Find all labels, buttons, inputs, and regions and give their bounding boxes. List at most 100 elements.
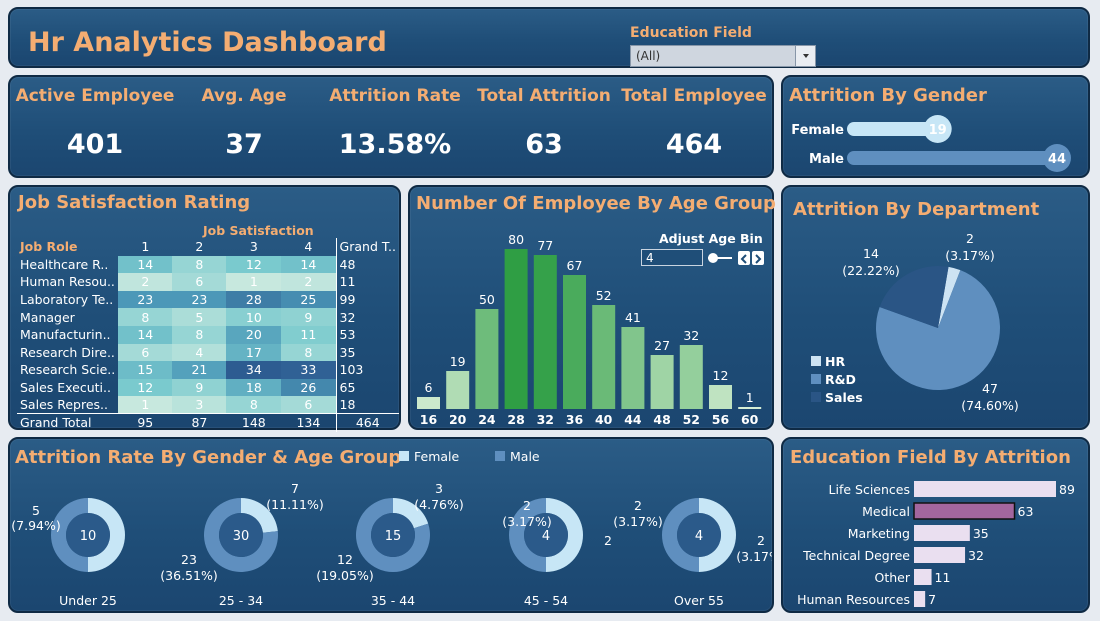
heatmap-cell: 12 [118,378,173,397]
age-bin-increment-icon[interactable] [752,251,764,265]
donut-total-under-25: 10 [80,529,97,544]
heatmap-cell: 12 [226,255,282,274]
table-header-row: Job Role 1 2 3 4 Grand T.. [17,238,399,256]
row-total: 53 [335,325,399,344]
job-satisfaction-super-header: Job Satisfaction [203,223,314,238]
donut-female-35-44 [393,498,429,529]
edu-value-human-resources: 7 [928,592,936,607]
age-bar-40 [592,305,616,409]
gender-value-female: 19 [929,123,947,138]
row-total: 35 [335,343,399,362]
heatmap-cell: 25 [281,290,337,309]
column-header-3: 3 [249,239,258,255]
legend-swatch-hr [811,356,821,366]
gender-panel: Attrition By Gender Female 19 Male 44 [781,75,1090,178]
donut-male-35-44 [356,498,430,572]
gender-bubble-female [923,115,952,143]
education-field-dropdown[interactable]: (All) [630,45,816,67]
row-total: 103 [335,361,399,379]
age-bar-28 [504,249,528,409]
pie-slice-r-d [876,270,1000,390]
heatmap-cell: 14 [118,325,173,344]
education-bar-chart: Life Sciences 89 Medical 63 Marketing 35 Techn… [797,481,1075,607]
gender-bar-chart: Female 19 Male 44 [791,115,1071,172]
column-total: 148 [226,413,282,432]
row-total: 48 [335,255,399,274]
age-tick-16: 16 [420,412,438,427]
row-total: 99 [335,290,399,309]
age-tick-40: 40 [595,412,613,427]
age-group-bar-chart: 6161920502480287732673652404144274832521… [417,232,762,427]
age-bar-value-28: 80 [508,232,524,247]
heatmap-cell: 9 [172,378,227,397]
legend-swatch-r-d [811,374,821,384]
gender-label-male: Male [809,152,844,167]
pie-slice-hr [938,266,961,328]
donut-total-45-54: 4 [542,529,550,544]
gender-chart-title: Attrition By Gender [789,85,987,106]
chevron-down-icon[interactable] [795,46,815,66]
table-row: Healthcare R.. 14 8 12 14 48 [17,255,399,274]
row-total: 18 [335,396,399,414]
gender-bar-female [847,122,938,136]
table-row: Manager 8 5 10 9 32 [17,308,399,326]
donut-group-label-35-44: 35 - 44 [371,593,415,608]
age-bar-24 [475,309,499,409]
age-bar-32 [533,255,557,409]
donut-male-pct-over-55: (3.17%) [736,549,772,564]
donut-panel: Attrition Rate By Gender & Age Group Fem… [8,437,774,613]
heatmap-cell: 33 [281,361,337,379]
age-tick-28: 28 [507,412,524,427]
age-bin-slider[interactable] [706,251,736,265]
age-bar-36 [563,275,586,409]
kpi-total-attrition-value: 63 [525,129,563,160]
row-label: Healthcare R.. [20,256,109,272]
donut-hole-25-34 [219,513,263,557]
edu-label-life-sciences: Life Sciences [829,482,910,497]
grand-total-label: Grand Total [17,413,119,432]
age-tick-20: 20 [449,412,467,427]
age-bin-label: Adjust Age Bin [659,231,763,246]
column-total: 95 [118,413,173,432]
pie-value-hr: 2 [966,231,974,246]
heatmap-cell: 1 [118,396,173,414]
heatmap-cell: 8 [118,308,173,326]
heatmap-cell: 3 [172,396,227,414]
job-satisfaction-table: Job Role 1 2 3 4 Grand T.. Healthcare R.. 14 8 12… [17,238,399,432]
donut-group-label-25-34: 25 - 34 [219,593,263,608]
donut-female-25-34 [241,498,278,533]
kpi-total-employee-label: Total Employee [621,86,767,106]
edu-bar-marketing [914,525,970,541]
edu-bar-other [914,569,932,585]
age-tick-44: 44 [624,412,642,427]
heatmap-cell: 26 [281,378,337,397]
heatmap-cell: 15 [118,361,173,379]
heatmap-cell: 1 [226,273,282,291]
age-bar-20 [446,371,470,409]
table-row: Manufacturin.. 14 8 20 11 53 [17,325,399,344]
age-group-panel: Number Of Employee By Age Group Adjust A… [408,185,776,430]
legend-swatch-sales [811,392,821,402]
dropdown-value: (All) [636,49,661,63]
education-panel: Education Field By Attrition Life Scienc… [781,437,1090,613]
column-total: 87 [172,413,227,432]
age-bar-16 [417,397,440,409]
age-bin-input[interactable]: 4 [641,249,703,266]
row-total: 11 [335,273,399,291]
edu-bar-medical [913,502,1016,520]
age-bar-value-56: 12 [713,368,729,383]
row-label: Sales Executi.. [20,380,111,396]
donut-female-value-45-54: 2 [523,498,531,513]
gender-label-female: Female [791,123,844,138]
column-header-4: 4 [304,239,313,255]
pie-pct-hr: (3.17%) [945,248,994,263]
edu-label-medical: Medical [862,504,910,519]
age-bin-decrement-icon[interactable] [738,251,750,265]
age-tick-24: 24 [478,412,496,427]
table-row: Laboratory Te.. 23 23 28 25 99 [17,290,399,309]
age-bar-value-40: 52 [596,288,612,303]
age-bar-44 [621,327,645,409]
heatmap-cell: 2 [118,273,173,291]
gender-value-male: 44 [1048,152,1066,167]
header-panel: Hr Analytics Dashboard Education Field [8,7,1090,68]
